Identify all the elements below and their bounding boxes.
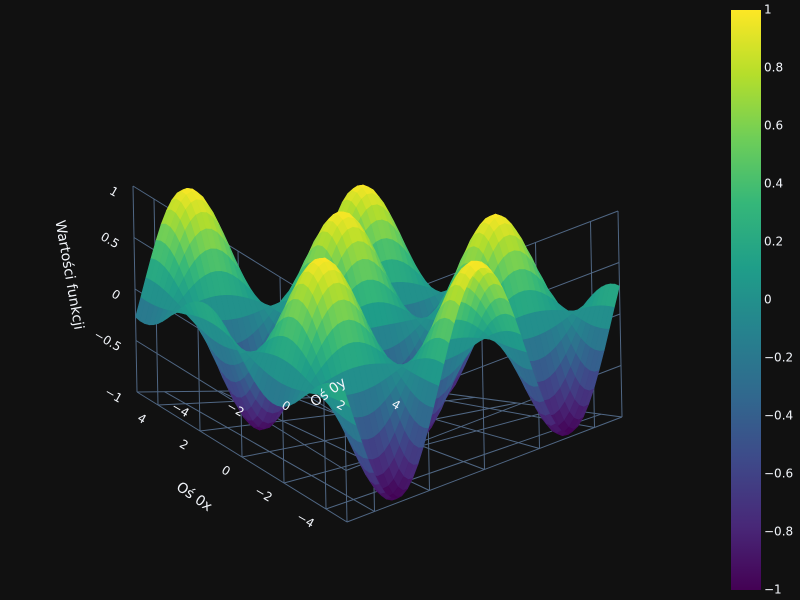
grid-line-sidewall [132, 185, 138, 393]
colorbar-gradient [731, 10, 761, 590]
x-tick-label: −4 [294, 510, 316, 531]
colorbar-tick-label: 0.6 [764, 119, 783, 133]
colorbar-tick-label: −0.8 [764, 525, 793, 539]
z-tick-label: −1 [102, 385, 124, 406]
x-tick-label: 2 [177, 437, 191, 453]
z-tick-label: 1 [107, 184, 121, 200]
z-axis-title: Wartości funkcji [51, 219, 86, 331]
grid-line-floor [164, 391, 375, 512]
grid-line-backwall [617, 210, 623, 418]
z-tick-label: 0.5 [98, 229, 122, 251]
colorbar-tick-label: 0.4 [764, 177, 783, 191]
x-tick-label: 4 [135, 411, 149, 427]
colorbar-tick-label: 0 [764, 293, 772, 307]
z-tick-label: −0.5 [92, 327, 124, 354]
surface-patch [550, 423, 562, 434]
colorbar-tick-label: 0.8 [764, 61, 783, 75]
surface-patch [380, 492, 392, 500]
x-axis-title: Oś 0x [173, 479, 215, 515]
colorbar-tick-label: −0.4 [764, 409, 793, 423]
x-tick-label: −2 [252, 484, 274, 505]
z-tick-label: 0 [109, 287, 123, 303]
colorbar-tick-label: 1 [764, 3, 772, 17]
colorbar-tick-label: 0.2 [764, 235, 783, 249]
y-tick-label: −4 [169, 399, 191, 420]
colorbar-tick-label: −0.2 [764, 351, 793, 365]
colorbar: 1 0.8 0.6 0.4 0.2 0 −0.2 −0.4 −0.6 −0.8 −1 [731, 3, 793, 597]
colorbar-tick-label: −1 [764, 583, 782, 597]
colorbar-tick-label: −0.6 [764, 467, 793, 481]
surface-layer [135, 184, 620, 501]
x-tick-label: 0 [219, 463, 233, 479]
